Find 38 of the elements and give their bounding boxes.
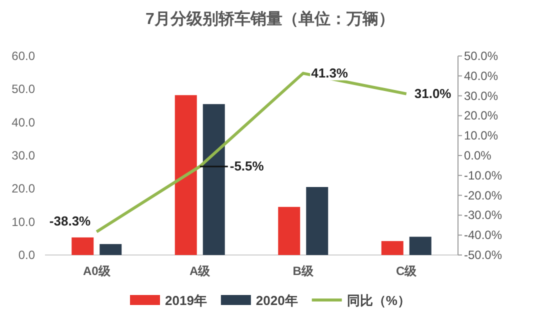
y2-tick-label: -50.0% bbox=[464, 248, 502, 262]
data-label: 41.3% bbox=[311, 65, 348, 80]
bar bbox=[100, 244, 122, 255]
y-tick-label: 0.0 bbox=[18, 248, 36, 262]
y2-tick-label: 0.0% bbox=[464, 148, 492, 162]
y-tick-label: 60.0 bbox=[12, 49, 36, 63]
y2-tick-label: -10.0% bbox=[464, 168, 502, 182]
legend-label: 同比（%） bbox=[346, 293, 410, 308]
legend-label: 2020年 bbox=[256, 293, 298, 308]
y-tick-label: 40.0 bbox=[12, 115, 36, 130]
legend-label: 2019年 bbox=[165, 293, 207, 308]
bar bbox=[409, 236, 432, 255]
y2-tick-label: -30.0% bbox=[464, 208, 502, 222]
bar bbox=[72, 237, 94, 255]
y-tick-label: 50.0 bbox=[12, 82, 36, 96]
data-label: -5.5% bbox=[230, 158, 264, 174]
y-tick-label: 10.0 bbox=[12, 214, 36, 229]
y2-tick-label: 20.0% bbox=[464, 108, 498, 123]
y2-tick-label: 40.0% bbox=[464, 68, 498, 83]
x-tick-label: C级 bbox=[396, 264, 418, 278]
chart-title: 7月分级别轿车销量（单位：万辆） bbox=[146, 10, 394, 28]
x-tick-label: B级 bbox=[292, 264, 314, 278]
y2-tick-label: 10.0% bbox=[464, 128, 498, 143]
x-tick-label: A级 bbox=[190, 264, 212, 278]
data-label: 31.0% bbox=[414, 86, 452, 101]
y-tick-label: 20.0 bbox=[12, 182, 36, 196]
x-tick-label: A0级 bbox=[82, 264, 112, 278]
y2-tick-label: 30.0% bbox=[464, 88, 498, 103]
bar bbox=[202, 104, 225, 255]
bar bbox=[381, 241, 404, 255]
y2-tick-label: -40.0% bbox=[464, 228, 502, 242]
y-tick-label: 30.0 bbox=[12, 148, 36, 162]
bar bbox=[278, 206, 300, 255]
bar bbox=[174, 95, 197, 255]
bar bbox=[306, 187, 328, 255]
y2-tick-label: 50.0% bbox=[464, 49, 498, 63]
data-label: -38.3% bbox=[49, 214, 92, 229]
y2-tick-label: -20.0% bbox=[464, 188, 502, 202]
